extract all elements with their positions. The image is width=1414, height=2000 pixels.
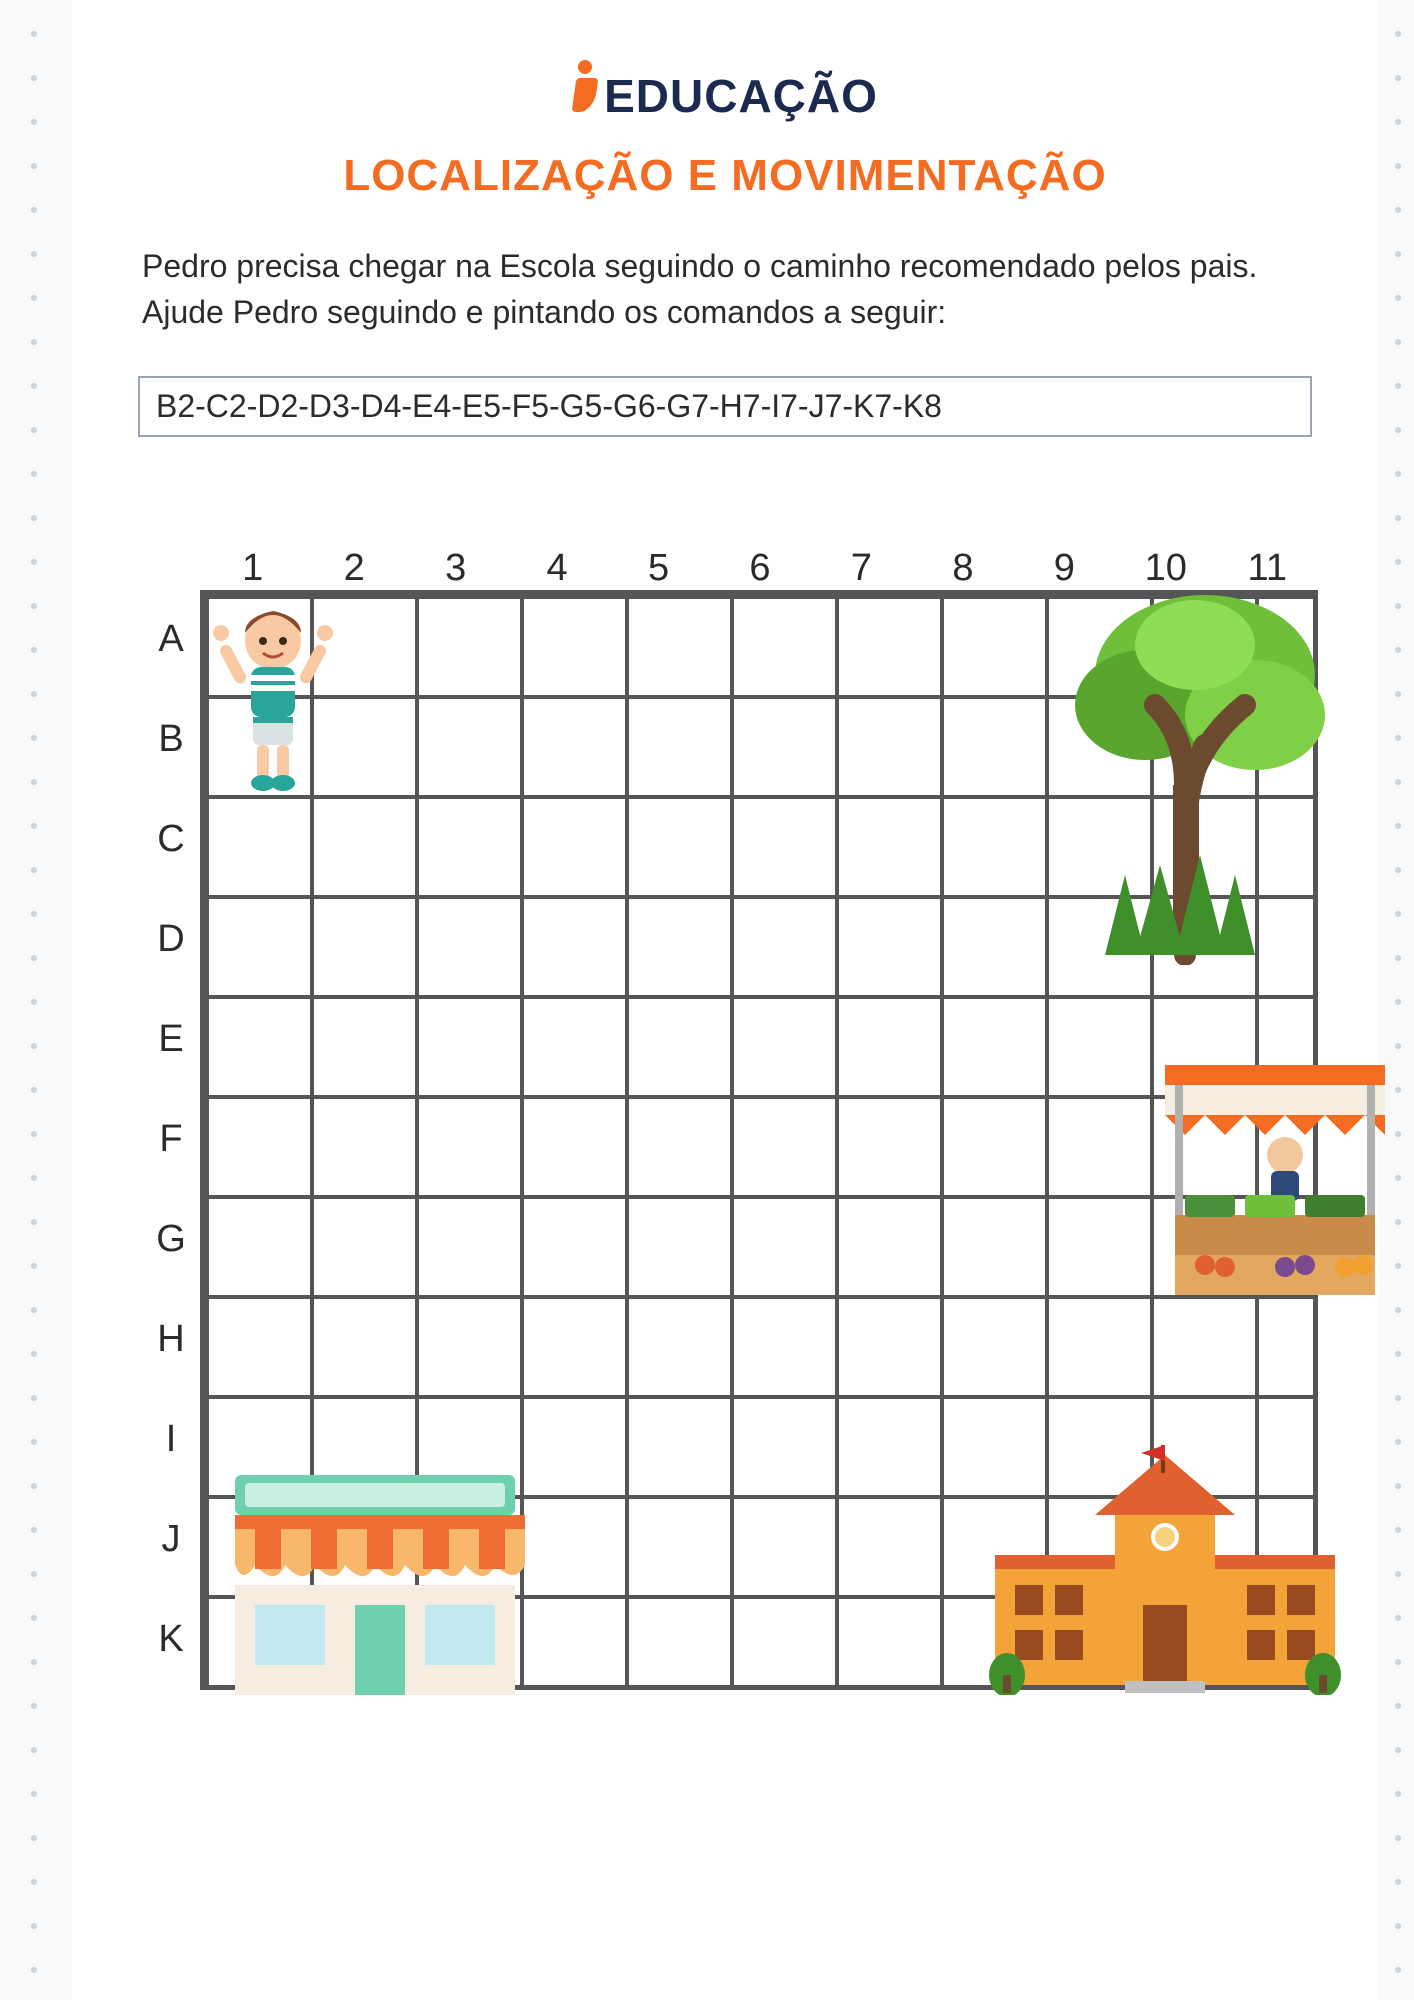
boy-icon <box>213 603 333 793</box>
logo-word: EDUCAÇÃO <box>604 69 878 123</box>
instructions-text: Pedro precisa chegar na Escola seguindo … <box>142 243 1308 336</box>
column-label: 2 <box>303 547 404 590</box>
row-label: E <box>142 990 200 1090</box>
column-label: 10 <box>1115 547 1216 590</box>
tree-icon <box>1035 585 1335 965</box>
column-label: 1 <box>202 547 303 590</box>
column-label: 9 <box>1014 547 1115 590</box>
row-label: A <box>142 590 200 690</box>
market-stall-icon <box>1145 1045 1405 1305</box>
shop-icon <box>225 1465 525 1695</box>
school-icon <box>975 1445 1355 1695</box>
column-label: 8 <box>912 547 1013 590</box>
row-label: D <box>142 890 200 990</box>
row-label: J <box>142 1490 200 1590</box>
grid-board <box>200 590 1318 1690</box>
row-label: B <box>142 690 200 790</box>
logo: EDUCAÇÃO <box>132 60 1318 123</box>
worksheet-title: LOCALIZAÇÃO E MOVIMENTAÇÃO <box>132 151 1318 201</box>
worksheet-page: EDUCAÇÃO LOCALIZAÇÃO E MOVIMENTAÇÃO Pedr… <box>72 0 1378 2000</box>
path-sequence-box: B2-C2-D2-D3-D4-E4-E5-F5-G5-G6-G7-H7-I7-J… <box>138 376 1312 437</box>
column-label: 3 <box>405 547 506 590</box>
column-label: 6 <box>709 547 810 590</box>
row-label: C <box>142 790 200 890</box>
row-label: G <box>142 1190 200 1290</box>
row-label: I <box>142 1390 200 1490</box>
column-label: 4 <box>506 547 607 590</box>
column-label: 5 <box>608 547 709 590</box>
row-label: F <box>142 1090 200 1190</box>
row-labels: ABCDEFGHIJK <box>142 590 200 1690</box>
row-label: H <box>142 1290 200 1390</box>
column-labels: 1234567891011 <box>202 547 1318 590</box>
coordinate-grid: 1234567891011 ABCDEFGHIJK <box>142 547 1318 1690</box>
row-label: K <box>142 1590 200 1690</box>
column-label: 7 <box>811 547 912 590</box>
logo-i-icon <box>572 60 598 112</box>
column-label: 11 <box>1217 547 1318 590</box>
